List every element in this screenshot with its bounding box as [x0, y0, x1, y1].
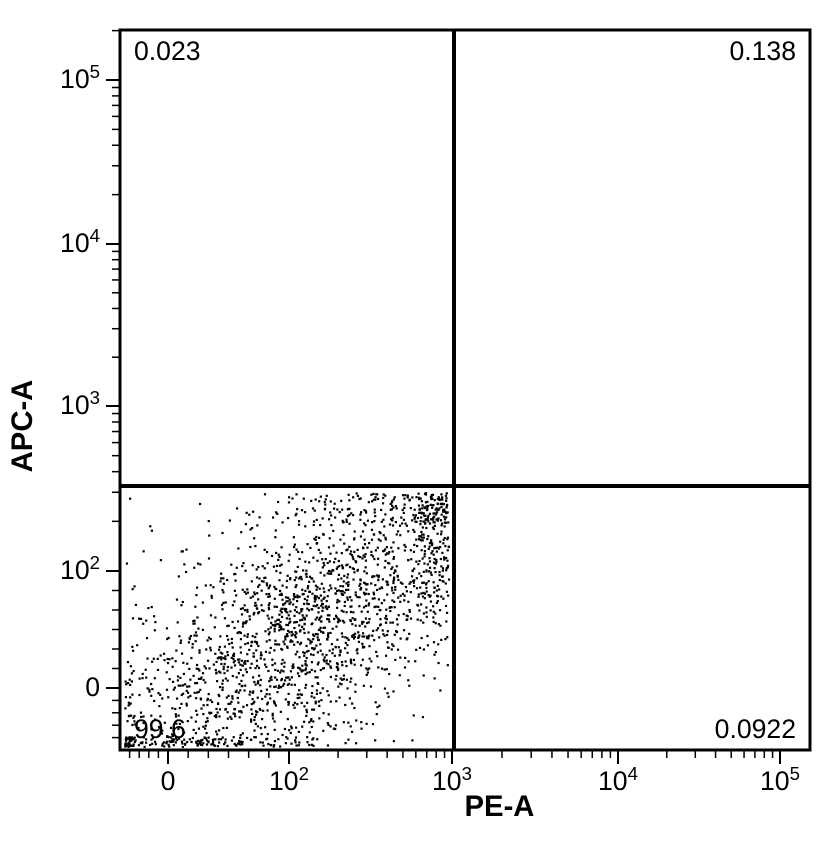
quad-label-q2: 0.138: [729, 36, 796, 66]
chart-svg: 010210310410501021031041050.0230.13899.6…: [0, 0, 833, 843]
flow-cytometry-scatter: 010210310410501021031041050.0230.13899.6…: [0, 0, 833, 843]
y-axis-label: APC-A: [7, 380, 39, 473]
x-tick-label: 102: [269, 763, 309, 797]
y-tick-label: 102: [60, 552, 100, 586]
y-tick-label: 105: [60, 61, 100, 95]
x-tick-label: 104: [598, 763, 638, 797]
x-tick-label: 0: [161, 766, 176, 796]
x-tick-label: 105: [760, 763, 800, 797]
y-tick-label: 103: [60, 387, 100, 421]
y-tick-label: 104: [60, 225, 100, 259]
plot-area: [120, 30, 810, 750]
y-tick-label: 0: [85, 672, 100, 702]
x-axis-label: PE-A: [465, 791, 535, 823]
quad-label-q4: 0.0922: [715, 714, 796, 744]
quad-label-q3: 99.6: [134, 714, 186, 744]
quad-label-q1: 0.023: [134, 36, 201, 66]
